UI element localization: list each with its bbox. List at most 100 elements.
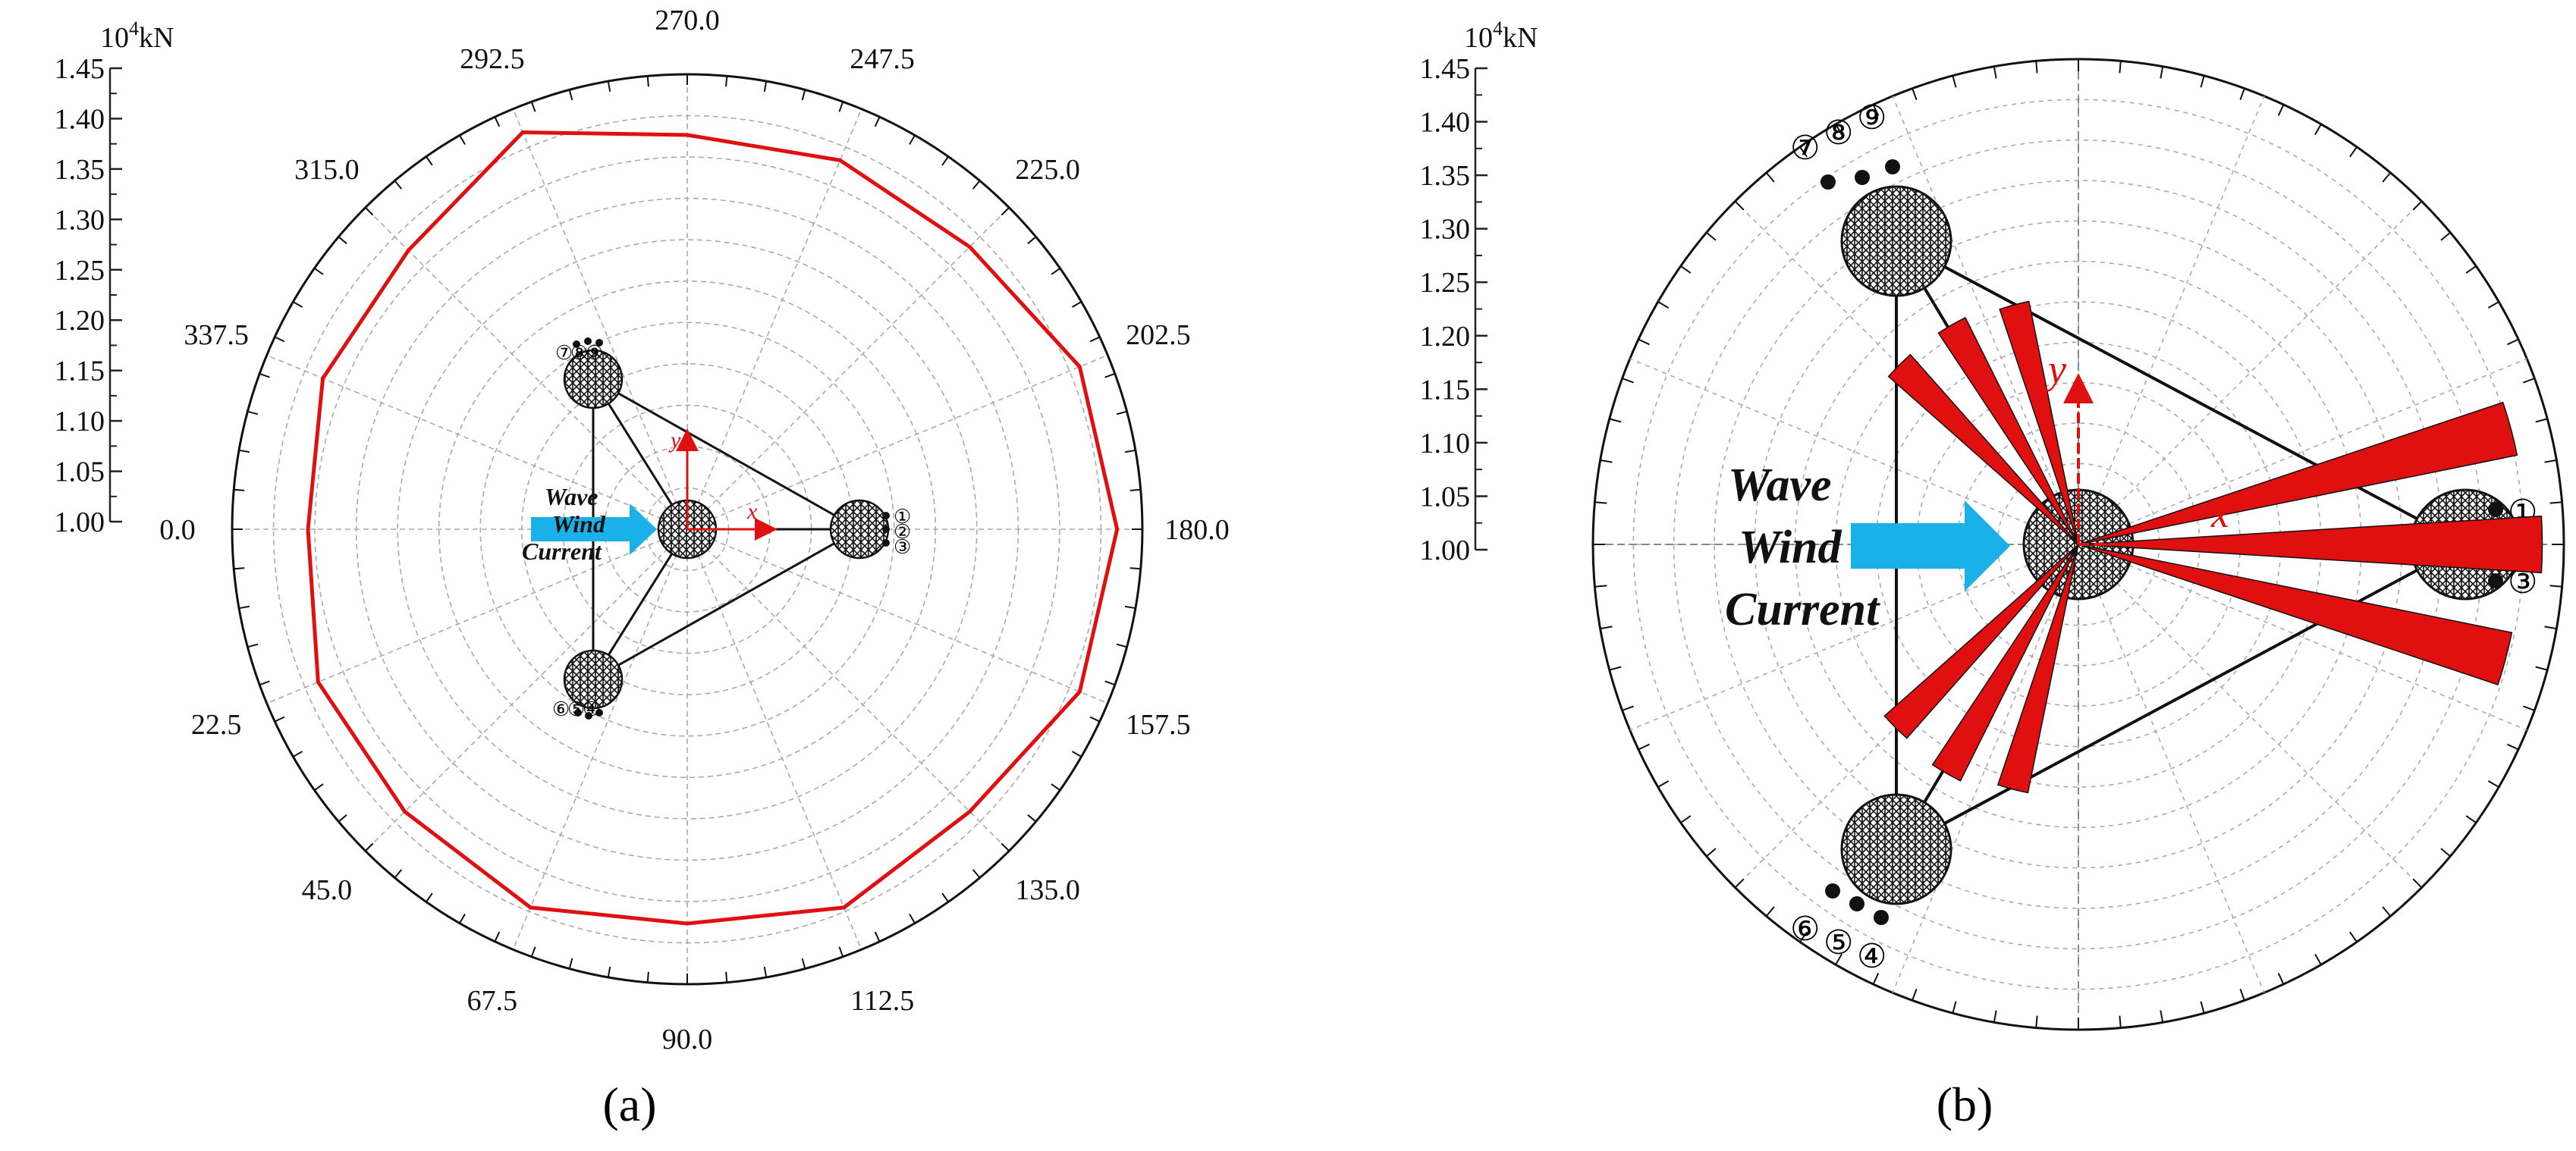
angle-tick [459,913,466,924]
angle-tick [2382,906,2392,917]
scale-tick-label: 1.20 [55,305,105,337]
angle-tick [838,101,844,112]
data-series-a [306,130,1120,926]
angle-tick [2200,75,2205,88]
angle-tick [941,892,949,903]
angle-tick [2487,780,2499,788]
angle-tick [909,913,916,924]
bar [2078,401,2518,545]
angle-tick [1051,783,1061,791]
grid-circle [314,156,1060,902]
fairlead-dot [2488,573,2503,588]
angle-tick [941,155,949,166]
angle-tick [1129,567,1141,570]
angle-tick [426,892,433,903]
column-circle [1840,793,1952,905]
angle-tick [2549,585,2562,588]
angle-tick [1051,268,1061,275]
angle-label: 202.5 [1126,319,1191,351]
angle-tick [2440,848,2451,858]
angle-tick [1594,501,1607,504]
angle-tick [247,410,259,416]
angle-tick [972,180,981,190]
angle-tick [2507,743,2519,751]
grid-spoke [1734,544,2079,889]
angle-label: 135.0 [1015,874,1080,906]
mooring-label: ⑦ [1790,130,1820,167]
grid-spoke [686,528,862,950]
scale-tick-label: 1.10 [1420,428,1471,459]
angle-tick [1706,848,1717,858]
flow-arrow [1851,500,2010,591]
angle-tick [1600,626,1613,630]
column-circle [563,349,624,409]
scale-tick-label: 1.05 [55,456,105,488]
angle-tick [909,134,916,146]
flow-label: Wave [545,483,598,510]
bar [1931,544,2079,782]
fairlead-dot [1855,170,1870,185]
angle-tick [313,783,324,791]
angle-tick [1609,666,1622,671]
mooring-label: ④ [1857,938,1886,975]
scale-tick-label: 1.35 [55,154,105,186]
scale-tick-label: 1.05 [1420,481,1471,513]
angle-tick [2523,705,2535,711]
angle-tick [1089,716,1101,723]
bar [1937,316,2079,545]
angle-tick [292,301,303,308]
angle-tick [1600,459,1613,463]
angle-label: 180.0 [1164,514,1230,546]
mooring-label: ② [894,521,911,543]
angle-label: 225.0 [1015,154,1080,186]
mooring-label: ① [894,506,911,528]
panel-b: 1.00 1.05 1.10 1.15 1.20 1.25 1.30 1.35 1.40 1.45… [1420,17,2565,1131]
angle-tick [1680,265,1692,274]
angle-tick [1734,878,1745,889]
fairlead-dot [882,539,890,547]
grid-spoke [2078,200,2423,545]
angle-tick [394,869,403,879]
angle-tick [1638,338,1650,346]
angle-tick [2035,1015,2038,1028]
angle-tick [292,751,303,757]
angle-tick [1835,953,1842,965]
fairlead-dot [595,709,603,717]
grid-spoke [686,528,1108,704]
angle-tick [2465,815,2477,823]
angle-tick [763,966,768,978]
y-axis-label: y [2044,347,2066,392]
angle-tick [1622,378,1634,384]
angle-tick [1680,815,1692,823]
grid-spoke [266,528,688,704]
angle-tick [1835,124,1842,136]
angle-tick [874,116,881,127]
fairlead-dot [1885,159,1900,174]
angle-tick [338,814,347,823]
mooring-label: ⑧ [570,342,588,364]
grid-spoke [266,354,688,530]
angle-tick [801,958,806,969]
angle-tick [1027,236,1037,245]
angle-tick [1001,842,1010,851]
grid-spoke [2078,96,2265,545]
angle-tick [1594,585,1607,588]
angle-tick [2412,878,2423,889]
fairlead-dot [882,525,890,533]
bar [1887,353,2079,545]
scale-tick-label: 1.35 [1420,160,1471,192]
angle-label: 67.5 [467,985,518,1017]
angle-tick [313,268,324,275]
angle-tick [646,76,649,87]
angle-tick [238,449,250,453]
angle-tick [1104,680,1116,686]
angle-tick [2277,973,2285,985]
panel-label-a: (a) [602,1077,656,1131]
grid-spoke [686,207,1010,530]
angle-label: 0.0 [159,514,196,546]
fairlead-dot [1825,883,1840,899]
angle-tick [1071,301,1082,308]
unit-label-a: 104kN [100,17,174,54]
flow-label: Current [1725,584,1880,635]
scale-tick-label: 1.10 [55,406,105,438]
